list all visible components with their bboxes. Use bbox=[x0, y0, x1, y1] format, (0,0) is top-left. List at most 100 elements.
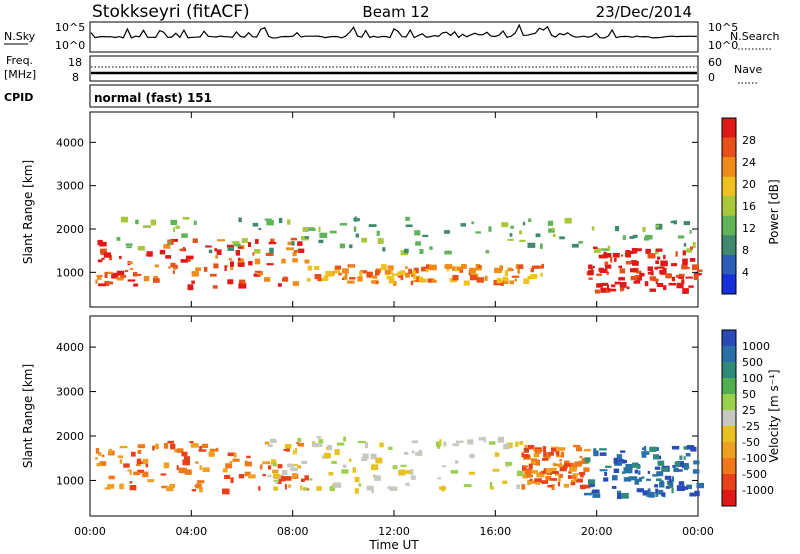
echo-cell bbox=[657, 460, 665, 466]
echo-cell bbox=[542, 446, 547, 453]
echo-cell bbox=[181, 233, 188, 238]
echo-cell bbox=[98, 452, 102, 456]
echo-cell bbox=[371, 280, 377, 284]
echo-cell bbox=[297, 241, 303, 246]
echo-cell bbox=[418, 450, 422, 456]
echo-cell bbox=[550, 448, 556, 452]
echo-cell bbox=[224, 265, 227, 271]
echo-cell bbox=[531, 265, 539, 269]
echo-cell bbox=[435, 441, 441, 447]
echo-cell bbox=[593, 248, 601, 253]
echo-cell bbox=[178, 467, 185, 474]
echo-cell bbox=[210, 273, 217, 277]
colorbar-tick-label: 8 bbox=[742, 244, 749, 257]
echo-cell bbox=[169, 483, 176, 489]
echo-cell bbox=[655, 493, 659, 497]
echo-cell bbox=[224, 474, 231, 479]
echo-cell bbox=[97, 259, 103, 263]
echo-cell bbox=[461, 263, 467, 269]
echo-cell bbox=[318, 226, 321, 233]
echo-cell bbox=[255, 239, 259, 244]
echo-cell bbox=[671, 476, 675, 482]
echo-cell bbox=[233, 243, 241, 247]
echo-cell bbox=[521, 484, 526, 490]
echo-cell bbox=[101, 257, 105, 260]
echo-cell bbox=[623, 282, 627, 288]
echo-cell bbox=[516, 484, 520, 490]
echo-cell bbox=[176, 448, 184, 453]
echo-cell bbox=[189, 441, 194, 444]
power-y-ticks: 1000 2000 3000 4000 bbox=[56, 136, 698, 279]
echo-cell bbox=[603, 477, 609, 482]
echo-cell bbox=[618, 265, 622, 269]
echo-cell bbox=[106, 271, 114, 275]
colorbar-swatch bbox=[722, 157, 736, 178]
echo-cell bbox=[181, 451, 188, 457]
y-tick-label: 4000 bbox=[56, 136, 84, 149]
echo-cell bbox=[411, 274, 416, 277]
echo-cell bbox=[238, 283, 247, 289]
echo-cell bbox=[610, 256, 613, 263]
echo-cell bbox=[199, 445, 203, 450]
echo-cell bbox=[638, 470, 641, 475]
echo-cell bbox=[404, 248, 409, 254]
echo-cell bbox=[692, 242, 696, 248]
echo-cell bbox=[527, 444, 535, 450]
echo-cell bbox=[530, 267, 534, 273]
echo-cell bbox=[545, 476, 552, 481]
echo-cell bbox=[400, 464, 407, 467]
echo-cell bbox=[267, 474, 272, 477]
echo-cell bbox=[349, 244, 353, 249]
echo-cell bbox=[463, 484, 472, 488]
velocity-colorbar: 1000 500 100 50 25 -25 -50 -100 -500 -1000 bbox=[721, 329, 774, 507]
echo-cell bbox=[588, 270, 594, 276]
echo-cell bbox=[654, 266, 659, 270]
echo-cell bbox=[273, 473, 280, 479]
echo-cell bbox=[143, 276, 150, 282]
echo-cell bbox=[124, 269, 129, 273]
echo-cell bbox=[679, 455, 683, 460]
echo-cell bbox=[371, 464, 379, 471]
echo-cell bbox=[273, 479, 279, 482]
echo-cell bbox=[175, 225, 180, 229]
echo-cell bbox=[238, 257, 241, 261]
echo-cell bbox=[475, 231, 481, 234]
echo-cell bbox=[630, 276, 638, 281]
echo-cell bbox=[686, 484, 692, 490]
echo-cell bbox=[97, 275, 102, 280]
echo-cell bbox=[599, 469, 608, 472]
echo-cell bbox=[199, 465, 202, 470]
echo-cell bbox=[276, 480, 282, 484]
echo-cell bbox=[269, 438, 277, 443]
echo-cell bbox=[166, 486, 174, 492]
echo-cell bbox=[641, 476, 645, 479]
echo-cell bbox=[596, 283, 603, 288]
echo-cell bbox=[267, 444, 273, 447]
echo-cell bbox=[380, 264, 387, 271]
echo-cell bbox=[215, 255, 218, 259]
echo-cell bbox=[476, 277, 484, 283]
echo-cell bbox=[111, 272, 119, 279]
echo-cell bbox=[253, 273, 261, 277]
echo-cell bbox=[692, 264, 699, 270]
echo-cell bbox=[535, 233, 541, 238]
echo-cell bbox=[357, 440, 366, 444]
beam-title: Beam 12 bbox=[362, 3, 429, 21]
echo-cell bbox=[244, 461, 252, 467]
colorbar-swatch bbox=[722, 137, 736, 158]
echo-cell bbox=[265, 252, 274, 256]
echo-cell bbox=[226, 244, 234, 248]
velocity-panel: 1000 2000 3000 4000 Slant Range [km] bbox=[21, 315, 704, 517]
echo-cell bbox=[671, 445, 680, 450]
echo-cell bbox=[319, 443, 323, 447]
echo-cell bbox=[225, 463, 233, 469]
echo-cell bbox=[291, 241, 295, 246]
echo-cell bbox=[163, 462, 170, 469]
echo-cell bbox=[182, 459, 190, 466]
echo-cell bbox=[514, 278, 518, 282]
echo-cell bbox=[370, 453, 377, 460]
echo-cell bbox=[557, 464, 564, 468]
echo-cell bbox=[119, 459, 123, 464]
echo-cell bbox=[96, 463, 102, 467]
echo-cell bbox=[494, 452, 500, 457]
